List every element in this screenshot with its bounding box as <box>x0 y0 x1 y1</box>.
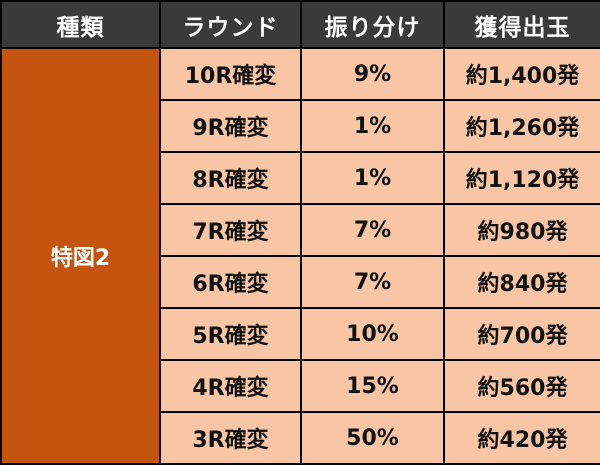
header-split: 振り分け <box>300 0 445 49</box>
split-cell: 7% <box>300 203 445 257</box>
payout-cell: 約700発 <box>443 307 600 361</box>
table-row: 特図2 10R確変 9% 約1,400発 <box>0 47 600 465</box>
round-cell: 7R確変 <box>159 203 302 257</box>
split-cell: 9% <box>300 47 445 101</box>
round-cell: 5R確変 <box>159 307 302 361</box>
header-payout: 獲得出玉 <box>443 0 600 49</box>
payout-cell: 約840発 <box>443 255 600 309</box>
table-row: 5R確変 10% 約700発 <box>1 307 600 361</box>
header-row: 種類 ラウンド 振り分け 獲得出玉 <box>0 0 600 49</box>
round-cell: 9R確変 <box>159 99 302 153</box>
split-cell: 1% <box>300 151 445 205</box>
payout-cell: 約560発 <box>443 359 600 413</box>
round-cell: 8R確変 <box>159 151 302 205</box>
split-cell: 50% <box>300 411 445 465</box>
payout-cell: 約1,120発 <box>443 151 600 205</box>
header-kind: 種類 <box>0 0 161 49</box>
header-round: ラウンド <box>159 0 302 49</box>
split-cell: 7% <box>300 255 445 309</box>
payout-cell: 約1,260発 <box>443 99 600 153</box>
payout-cell: 約420発 <box>443 411 600 465</box>
table-row: 8R確変 1% 約1,120発 <box>1 151 600 205</box>
kind-cell: 特図2 <box>0 47 161 465</box>
table-row: 7R確変 7% 約980発 <box>1 203 600 257</box>
round-cell: 4R確変 <box>159 359 302 413</box>
table-row: 4R確変 15% 約560発 <box>1 359 600 413</box>
split-cell: 10% <box>300 307 445 361</box>
payout-cell: 約1,400発 <box>443 47 600 101</box>
table-row: 6R確変 7% 約840発 <box>1 255 600 309</box>
payout-cell: 約980発 <box>443 203 600 257</box>
split-cell: 1% <box>300 99 445 153</box>
round-cell: 10R確変 <box>159 47 302 101</box>
round-cell: 6R確変 <box>159 255 302 309</box>
split-cell: 15% <box>300 359 445 413</box>
table-row: 3R確変 50% 約420発 <box>1 411 600 465</box>
table-row: 9R確変 1% 約1,260発 <box>1 99 600 153</box>
round-cell: 3R確変 <box>159 411 302 465</box>
